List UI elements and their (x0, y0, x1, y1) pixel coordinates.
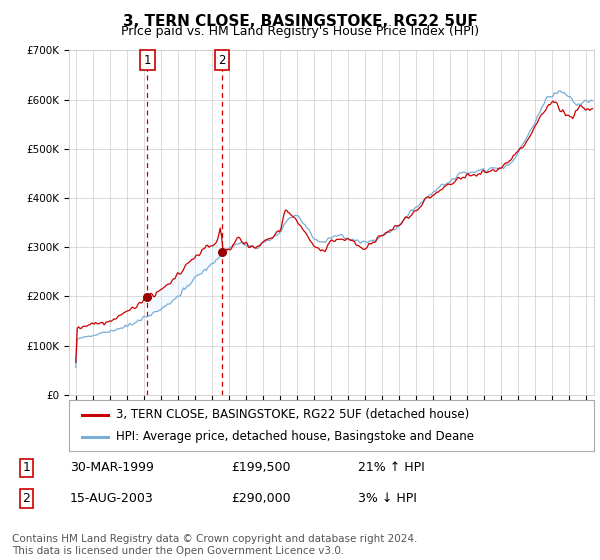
Text: 15-AUG-2003: 15-AUG-2003 (70, 492, 154, 505)
Text: HPI: Average price, detached house, Basingstoke and Deane: HPI: Average price, detached house, Basi… (116, 430, 474, 443)
Text: Contains HM Land Registry data © Crown copyright and database right 2024.
This d: Contains HM Land Registry data © Crown c… (12, 534, 418, 556)
Text: £290,000: £290,000 (231, 492, 290, 505)
Text: 3% ↓ HPI: 3% ↓ HPI (358, 492, 416, 505)
Text: 1: 1 (22, 461, 31, 474)
Text: 2: 2 (218, 54, 226, 67)
Text: 2: 2 (22, 492, 31, 505)
Text: 30-MAR-1999: 30-MAR-1999 (70, 461, 154, 474)
Text: 3, TERN CLOSE, BASINGSTOKE, RG22 5UF (detached house): 3, TERN CLOSE, BASINGSTOKE, RG22 5UF (de… (116, 408, 470, 421)
Text: 3, TERN CLOSE, BASINGSTOKE, RG22 5UF: 3, TERN CLOSE, BASINGSTOKE, RG22 5UF (122, 14, 478, 29)
Text: £199,500: £199,500 (231, 461, 290, 474)
Text: 1: 1 (144, 54, 151, 67)
Text: 21% ↑ HPI: 21% ↑ HPI (358, 461, 424, 474)
Text: Price paid vs. HM Land Registry's House Price Index (HPI): Price paid vs. HM Land Registry's House … (121, 25, 479, 38)
